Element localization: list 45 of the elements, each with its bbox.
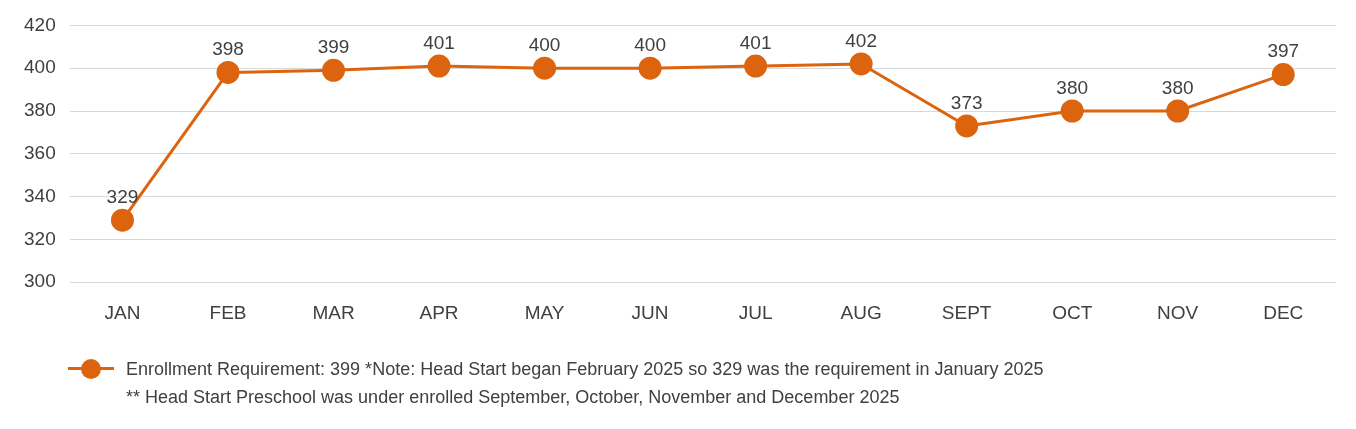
- data-label: 380: [1056, 76, 1089, 98]
- data-label: 399: [317, 36, 350, 58]
- data-label: 402: [845, 29, 877, 51]
- y-tick-label: 300: [24, 270, 56, 292]
- x-tick-label: JAN: [104, 301, 141, 323]
- x-tick-label: FEB: [209, 301, 247, 323]
- point: [1166, 99, 1190, 123]
- data-label: 400: [528, 33, 561, 55]
- y-tick-label: 400: [24, 56, 56, 78]
- point: [1060, 99, 1084, 123]
- y-tick-label: 360: [24, 142, 56, 164]
- point: [533, 56, 557, 80]
- point: [638, 56, 662, 80]
- data-label: 398: [212, 38, 244, 60]
- point: [744, 54, 768, 78]
- y-tick-label: 340: [24, 184, 56, 206]
- x-tick-label: MAR: [312, 301, 355, 323]
- point: [1271, 63, 1295, 87]
- y-tick-label: 320: [24, 227, 56, 249]
- legend-label: Enrollment Requirement: 399 *Note: Head Start began February 2025 so 329 was the requirement in January 2025: [126, 358, 1044, 381]
- data-label: 401: [739, 31, 772, 53]
- y-tick-label: 420: [24, 13, 56, 35]
- x-tick-label: DEC: [1263, 301, 1304, 323]
- data-label: 329: [106, 185, 139, 207]
- y-tick-label: 380: [24, 99, 56, 121]
- x-tick-label: MAY: [524, 301, 565, 323]
- data-label: 400: [634, 33, 666, 55]
- x-tick-label: SEPT: [941, 301, 992, 323]
- x-tick-label: AUG: [840, 301, 882, 323]
- x-tick-label: OCT: [1052, 301, 1093, 323]
- x-tick-label: JUL: [738, 301, 773, 323]
- text: ** Head Start Preschool was under enrolled September, October, November and December 2025: [126, 386, 901, 409]
- x-tick-label: JUN: [631, 301, 669, 323]
- point: [955, 114, 979, 138]
- data-label: 401: [423, 31, 455, 53]
- point: [427, 54, 451, 78]
- point: [110, 208, 134, 232]
- data-label: 380: [1161, 76, 1194, 98]
- x-tick-label: NOV: [1157, 301, 1199, 323]
- point: [322, 58, 346, 82]
- data-label: 397: [1267, 40, 1300, 62]
- point: [849, 52, 873, 76]
- data-label: 373: [950, 91, 983, 113]
- x-tick-label: APR: [419, 301, 459, 323]
- point: [216, 60, 240, 84]
